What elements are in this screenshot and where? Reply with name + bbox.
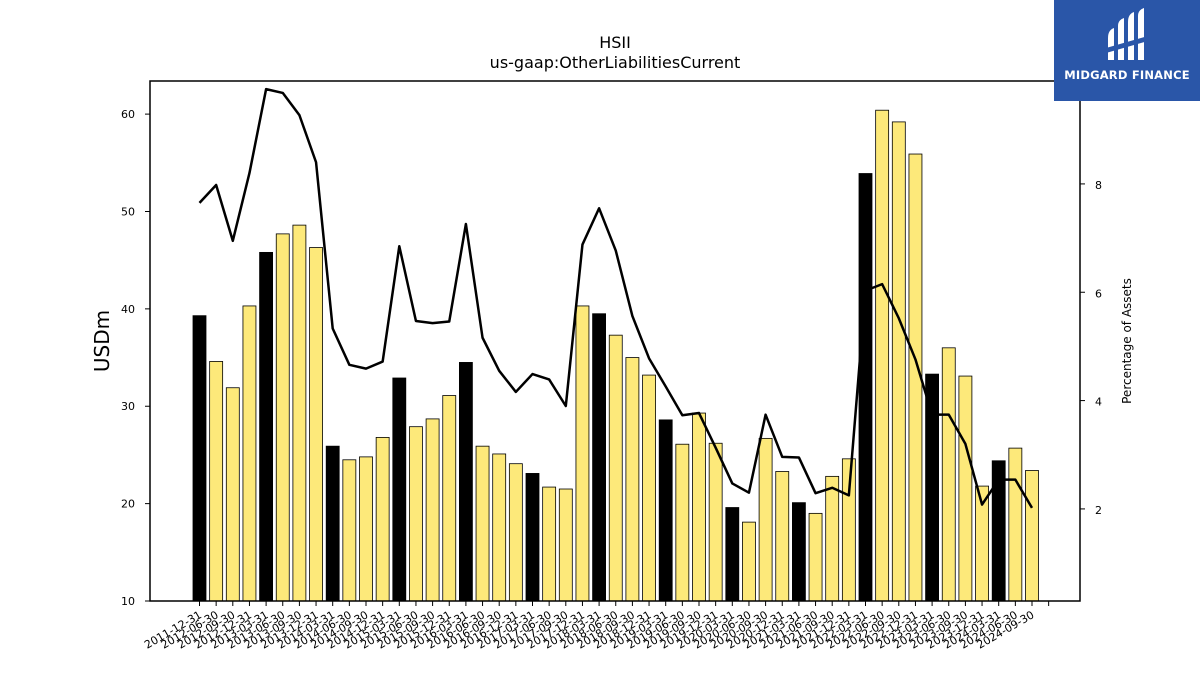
y2-tick-label: 4 (1095, 396, 1102, 409)
bar (891, 121, 906, 602)
bar (575, 305, 590, 602)
bar (508, 463, 523, 602)
bar (475, 445, 490, 602)
x-axis: 2011-12-312012-06-302012-09-302012-12-31… (142, 601, 1050, 652)
y-tick-label: 10 (121, 595, 135, 608)
bar (725, 507, 740, 602)
bar (525, 473, 540, 602)
logo-mark-icon (1106, 8, 1148, 60)
bar (309, 247, 323, 602)
bar (808, 512, 823, 602)
logo-text: MIDGARD FINANCE (1064, 68, 1190, 82)
bar (242, 305, 257, 602)
bar (925, 373, 939, 602)
plot-frame (149, 80, 1081, 602)
y-axis-label: USDm (90, 310, 114, 372)
bar (858, 173, 873, 602)
bar (275, 233, 290, 602)
bar (409, 426, 423, 602)
bar (259, 251, 274, 602)
chart-title: HSII (599, 33, 631, 52)
y-tick-label: 30 (121, 400, 135, 413)
bar (458, 362, 473, 602)
bar (1025, 470, 1039, 602)
brand-logo: MIDGARD FINANCE (1054, 0, 1200, 101)
bar (1008, 447, 1023, 602)
bar (941, 347, 956, 602)
bar (492, 453, 507, 602)
bar (792, 502, 806, 602)
bar (342, 459, 357, 602)
y-axis-right: 2 4 6 8 (1080, 179, 1102, 517)
bar (675, 443, 690, 602)
bar (392, 377, 407, 602)
bar (375, 436, 390, 602)
bar (442, 395, 457, 602)
bar (608, 334, 623, 602)
pct-assets-line (198, 87, 1034, 509)
bar (692, 412, 706, 602)
bar (558, 488, 573, 602)
y-tick-label: 40 (121, 303, 135, 316)
bar (958, 375, 973, 602)
bar (708, 442, 723, 602)
bar (742, 521, 756, 602)
bar (775, 471, 790, 602)
bar (758, 437, 773, 602)
bar (658, 419, 673, 602)
bar (292, 224, 307, 602)
y-axis-left: 10 20 30 40 50 60 (121, 108, 150, 608)
bar (425, 418, 440, 602)
y-tick-label: 60 (121, 108, 135, 121)
bar (192, 315, 207, 602)
y-tick-label: 50 (121, 205, 135, 218)
bar (625, 357, 640, 602)
bar (359, 456, 373, 602)
bar (642, 374, 656, 602)
bar-series (192, 109, 1039, 602)
y-tick-label: 20 (121, 498, 135, 511)
chart-subtitle: us-gaap:OtherLiabilitiesCurrent (490, 53, 741, 72)
bar (209, 361, 224, 602)
y2-tick-label: 8 (1095, 179, 1102, 192)
bar (825, 475, 840, 602)
y2-tick-label: 2 (1095, 504, 1102, 517)
y2-axis-label: Percentage of Assets (1120, 278, 1134, 404)
line-series (198, 87, 1034, 509)
bar (542, 486, 557, 602)
y2-tick-label: 6 (1095, 287, 1102, 300)
bar (325, 445, 340, 602)
bar (875, 109, 890, 602)
bar (225, 387, 240, 602)
bar (592, 313, 606, 602)
